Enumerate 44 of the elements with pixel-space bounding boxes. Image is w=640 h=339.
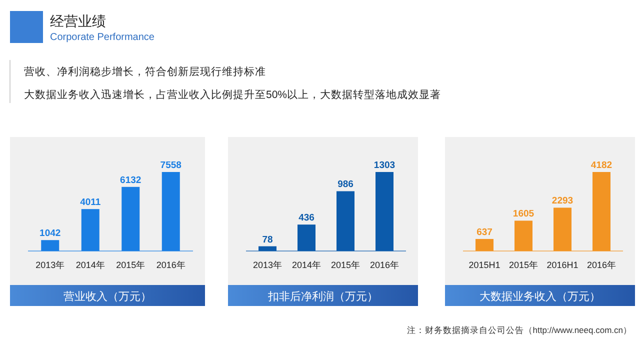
x-tick-label: 2016H1 bbox=[546, 260, 578, 270]
text: 营业收入（万元） bbox=[64, 290, 152, 303]
x-tick-label: 2015年 bbox=[330, 260, 360, 270]
bar bbox=[514, 220, 532, 251]
bar bbox=[122, 186, 140, 251]
x-tick-label: 2016年 bbox=[156, 260, 186, 270]
text: 大数据业务收入（万元） bbox=[480, 290, 600, 303]
data-label: 986 bbox=[338, 179, 354, 190]
data-label: 1303 bbox=[374, 160, 396, 171]
text: Corporate Performance bbox=[50, 32, 155, 43]
x-tick-label: 2014年 bbox=[76, 260, 105, 270]
x-tick-label: 2013年 bbox=[36, 260, 65, 270]
x-tick-label: 2016年 bbox=[370, 260, 400, 270]
data-label: 1042 bbox=[40, 228, 61, 240]
data-label: 2293 bbox=[552, 196, 574, 207]
bar bbox=[41, 240, 60, 251]
x-tick-label: 2015H1 bbox=[468, 260, 500, 270]
data-label: 436 bbox=[298, 212, 314, 224]
x-tick-label: 2013年 bbox=[252, 260, 282, 270]
bar bbox=[162, 172, 180, 251]
bar bbox=[476, 238, 494, 251]
text: 经营业绩 bbox=[50, 13, 106, 29]
bar bbox=[376, 172, 394, 251]
x-tick-label: 2015年 bbox=[116, 260, 146, 270]
text: 大数据业务收入迅速增长，占营业收入比例提升至50%以上，大数据转型落地成效显著 bbox=[24, 88, 442, 101]
text: 营收、净利润稳步增长，符合创新层现行维持标准 bbox=[24, 65, 266, 78]
bar bbox=[336, 191, 354, 251]
x-tick-label: 2016年 bbox=[586, 260, 616, 270]
bar bbox=[554, 208, 572, 251]
x-tick-label: 2015年 bbox=[508, 260, 538, 270]
data-label: 7558 bbox=[160, 160, 182, 171]
bar bbox=[81, 209, 100, 251]
data-label: 4011 bbox=[80, 197, 102, 208]
text: 扣非后净利润（万元） bbox=[267, 290, 378, 303]
x-tick-label: 2014年 bbox=[292, 260, 322, 270]
data-label: 6132 bbox=[120, 174, 142, 186]
data-label: 637 bbox=[476, 226, 492, 238]
data-label: 4182 bbox=[590, 160, 612, 171]
data-label: 78 bbox=[262, 234, 273, 246]
data-label: 1605 bbox=[512, 208, 535, 220]
bar bbox=[258, 246, 276, 251]
bar bbox=[592, 172, 610, 251]
text: 注：财务数据摘录自公司公告（http://www.neeq.com.cn） bbox=[406, 325, 632, 335]
bar bbox=[298, 224, 316, 251]
